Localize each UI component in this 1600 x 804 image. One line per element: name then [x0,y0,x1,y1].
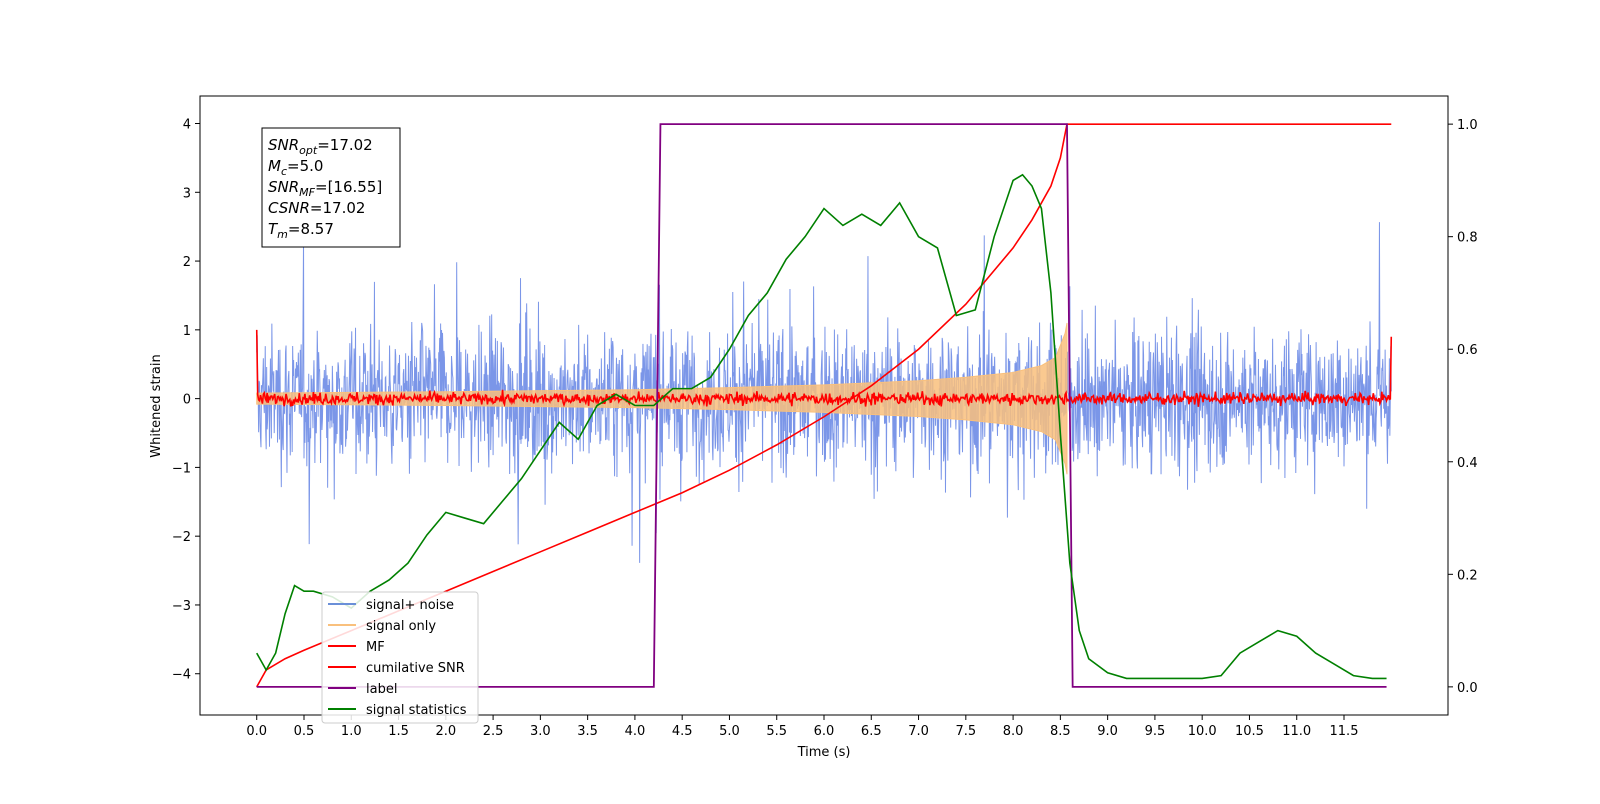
y-tick-label: 3 [183,186,191,201]
x-tick-label: 1.0 [341,724,362,739]
series-mf [255,329,1393,408]
x-tick-label: 7.5 [955,724,976,739]
legend-label: cumilative SNR [366,661,465,676]
legend: signal+ noise signal only MF cumilative SNR… [321,591,479,724]
legend-frame [321,591,479,724]
x-tick-label: 4.0 [625,724,646,739]
x-tick-label: 3.0 [530,724,551,739]
x-tick-label: 7.0 [908,724,929,739]
legend-label: MF [366,640,385,655]
y-tick-label: −1 [172,461,191,476]
legend-label: signal only [366,619,436,634]
x-axis-label: Time (s) [797,745,851,760]
series-signal-statistics [256,173,1387,680]
x-tick-label: 2.5 [483,724,504,739]
legend-label: signal+ noise [366,598,454,613]
x-tick-label: 11.0 [1282,724,1311,739]
x-tick-label: 10.0 [1188,724,1217,739]
x-tick-label: 9.5 [1145,724,1166,739]
x-tick-label: 5.5 [766,724,787,739]
x-tick-label: 3.5 [577,724,598,739]
y2-tick-label: 0.2 [1457,568,1478,583]
y2-tick-label: 0.4 [1457,456,1478,471]
x-axis: 0.0 0.5 1.0 1.5 2.0 2.5 3.0 3.5 4.0 4.5 5.0 5.5 6.0 6… [246,715,1358,739]
series-label [256,123,1387,688]
x-tick-label: 8.0 [1003,724,1024,739]
y2-tick-label: 0.8 [1457,231,1478,246]
y2-tick-label: 1.0 [1457,118,1478,133]
y-tick-label: −4 [172,668,191,683]
x-tick-label: 0.0 [246,724,267,739]
x-tick-label: 9.0 [1097,724,1118,739]
info-line: CSNR=17.02 [268,199,365,217]
legend-label: label [366,682,397,697]
y2-tick-label: 0.6 [1457,343,1478,358]
y-tick-label: 1 [183,324,191,339]
x-tick-label: 6.5 [861,724,882,739]
info-line: Tm=8.57 [268,220,334,241]
x-tick-label: 2.0 [435,724,456,739]
y-axis-right: 0.0 0.2 0.4 0.6 0.8 1.0 [1448,118,1478,696]
info-line: SNRopt=17.02 [268,136,373,157]
x-tick-label: 0.5 [294,724,315,739]
info-box-frame [261,127,401,248]
x-tick-label: 10.5 [1235,724,1264,739]
x-tick-label: 1.5 [388,724,409,739]
info-line: Mc=5.0 [268,157,323,178]
y-axis-left: −4 −3 −2 −1 0 1 2 3 4 [172,118,200,683]
x-tick-label: 4.5 [672,724,693,739]
x-tick-label: 6.0 [814,724,835,739]
y-axis-label: Whitened strain [149,354,164,457]
x-tick-label: 11.5 [1330,724,1359,739]
y-tick-label: −3 [172,599,191,614]
y-tick-label: −2 [172,530,191,545]
y-tick-label: 4 [183,118,191,133]
legend-label: signal statistics [366,703,467,718]
x-tick-label: 8.5 [1050,724,1071,739]
x-tick-label: 5.0 [719,724,740,739]
plot-area-left [255,222,1393,563]
y2-tick-label: 0.0 [1457,681,1478,696]
info-line: SNRMF=[16.55] [268,178,382,199]
y-tick-label: 0 [183,393,191,408]
info-box: SNRopt=17.02Mc=5.0SNRMF=[16.55]CSNR=17.0… [261,127,401,248]
y-tick-label: 2 [183,255,191,270]
